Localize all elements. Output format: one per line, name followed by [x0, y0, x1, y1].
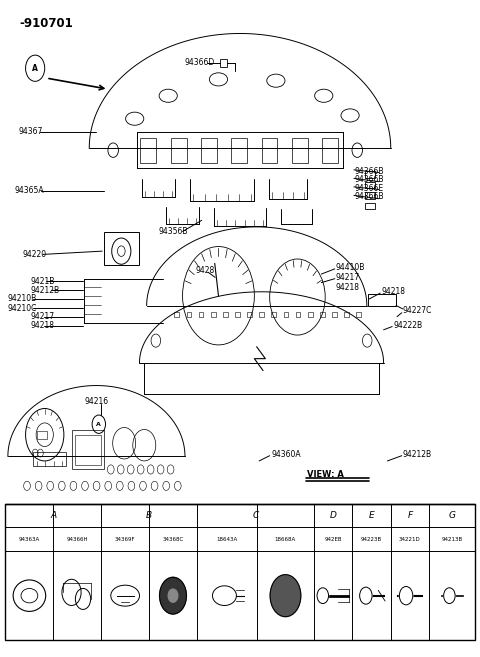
Bar: [36, 431, 47, 439]
Bar: [199, 312, 204, 317]
Bar: [141, 139, 156, 164]
Bar: [323, 139, 338, 164]
Bar: [211, 312, 216, 317]
Text: 94218: 94218: [30, 321, 54, 330]
Bar: [223, 312, 228, 317]
Bar: [5, 504, 475, 640]
Bar: [247, 312, 252, 317]
Bar: [201, 139, 217, 164]
Text: 94218: 94218: [336, 283, 360, 292]
Bar: [356, 312, 361, 317]
Bar: [171, 139, 187, 164]
Text: 94360A: 94360A: [271, 450, 301, 459]
Bar: [365, 202, 375, 209]
Text: 94216: 94216: [84, 397, 108, 407]
Text: 94356B: 94356B: [158, 227, 188, 236]
Text: 94210C: 94210C: [8, 304, 37, 313]
Bar: [365, 171, 375, 177]
Text: 94213B: 94213B: [441, 537, 462, 542]
Text: 94212B: 94212B: [403, 450, 432, 459]
Bar: [271, 312, 276, 317]
Bar: [368, 294, 396, 306]
Text: 94366E: 94366E: [355, 184, 384, 193]
Text: 94212B: 94212B: [30, 286, 60, 295]
Text: E: E: [369, 511, 374, 520]
Text: 34369F: 34369F: [115, 537, 135, 542]
Text: 94365A: 94365A: [14, 187, 44, 195]
Text: 94210B: 94210B: [8, 294, 37, 304]
Text: 94227C: 94227C: [403, 306, 432, 315]
Text: 18643A: 18643A: [216, 537, 238, 542]
Bar: [284, 312, 288, 317]
Circle shape: [317, 588, 328, 604]
Bar: [262, 139, 277, 164]
Text: 94410B: 94410B: [336, 263, 365, 272]
Text: 94217: 94217: [336, 273, 360, 282]
Text: 9421B: 9421B: [30, 277, 55, 286]
Bar: [187, 312, 192, 317]
Bar: [174, 312, 179, 317]
Text: B: B: [146, 511, 152, 520]
Text: G: G: [448, 511, 456, 520]
Text: 942EB: 942EB: [324, 537, 342, 542]
Bar: [235, 312, 240, 317]
Bar: [320, 312, 324, 317]
Bar: [332, 312, 337, 317]
Text: 94366B: 94366B: [355, 175, 384, 184]
Circle shape: [159, 578, 186, 614]
Text: 94366H: 94366H: [66, 537, 88, 542]
Text: VIEW: A: VIEW: A: [307, 470, 344, 478]
Circle shape: [270, 575, 301, 617]
Bar: [365, 181, 375, 188]
Text: 94366B: 94366B: [355, 193, 384, 201]
Text: 94220: 94220: [22, 250, 47, 259]
Bar: [292, 139, 308, 164]
Text: 94366B: 94366B: [355, 167, 384, 175]
Text: 34221D: 34221D: [399, 537, 421, 542]
Bar: [259, 312, 264, 317]
Text: 94223B: 94223B: [361, 537, 382, 542]
Text: -910701: -910701: [20, 17, 73, 30]
Bar: [296, 312, 300, 317]
Text: 94367: 94367: [19, 127, 43, 136]
Text: 94366D: 94366D: [185, 58, 215, 68]
Bar: [365, 192, 375, 198]
Bar: [231, 139, 247, 164]
Bar: [220, 59, 227, 67]
Bar: [344, 312, 349, 317]
Text: A: A: [96, 422, 101, 426]
Text: C: C: [252, 511, 259, 520]
Bar: [308, 312, 312, 317]
Text: 18668A: 18668A: [275, 537, 296, 542]
Text: 94217: 94217: [30, 312, 55, 321]
Circle shape: [168, 589, 178, 602]
Bar: [33, 452, 66, 466]
Text: 94218: 94218: [381, 287, 405, 296]
Text: F: F: [408, 511, 412, 520]
Text: 34368C: 34368C: [162, 537, 184, 542]
Bar: [104, 232, 140, 265]
Circle shape: [444, 588, 455, 604]
Text: 94363A: 94363A: [19, 537, 40, 542]
Circle shape: [360, 587, 372, 604]
Text: D: D: [330, 511, 337, 520]
Circle shape: [399, 587, 413, 605]
Text: A: A: [32, 64, 38, 73]
Bar: [72, 430, 104, 470]
Text: 9428: 9428: [196, 266, 215, 275]
Text: A: A: [50, 511, 57, 520]
Bar: [75, 435, 101, 465]
Text: 94222B: 94222B: [393, 321, 422, 330]
